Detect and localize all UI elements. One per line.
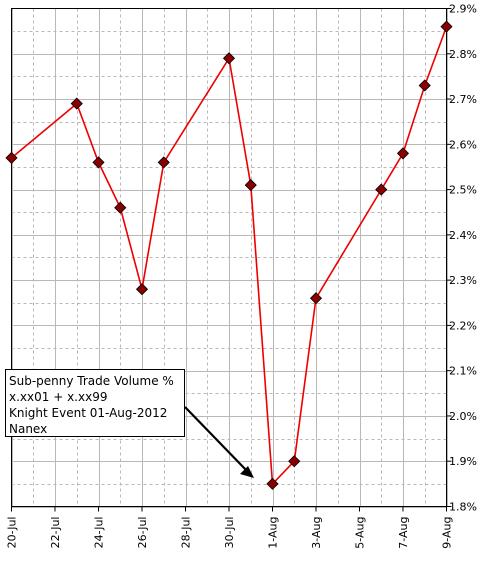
data-point-marker bbox=[266, 477, 279, 490]
y-tick-label: 2.4% bbox=[449, 229, 477, 242]
data-point-marker bbox=[309, 292, 323, 305]
annotation-arrow bbox=[184, 406, 254, 478]
x-tick-label: 5-Aug bbox=[354, 517, 367, 549]
data-point-marker bbox=[375, 183, 388, 196]
y-tick-label: 2.2% bbox=[449, 319, 477, 332]
x-tick-label: 20-Jul bbox=[6, 517, 19, 549]
data-point-marker bbox=[114, 201, 127, 214]
data-point-marker bbox=[418, 79, 431, 92]
data-point-marker bbox=[288, 455, 301, 468]
x-tick-label: 28-Jul bbox=[180, 517, 193, 549]
x-tick-label: 22-Jul bbox=[49, 517, 62, 549]
y-tick-label: 2.7% bbox=[449, 93, 477, 106]
x-tick-label: 7-Aug bbox=[397, 517, 410, 549]
y-tick-label: 2.6% bbox=[449, 138, 477, 151]
data-point-marker bbox=[5, 151, 18, 164]
annotation-line-3: Knight Event 01-Aug-2012 bbox=[9, 406, 168, 420]
x-axis-ticks: 20-Jul 22-Jul 24-Jul 26-Jul 28-Jul 30-Jul 1-Au… bbox=[6, 506, 454, 549]
data-points bbox=[5, 20, 453, 490]
x-tick-label: 30-Jul bbox=[223, 517, 236, 549]
data-point-marker bbox=[135, 283, 149, 296]
y-tick-label: 2.5% bbox=[449, 184, 477, 197]
y-tick-label: 1.8% bbox=[449, 501, 477, 514]
annotation-box: Sub-penny Trade Volume % x.xx01 + x.xx99… bbox=[5, 369, 185, 437]
data-point-marker bbox=[440, 20, 453, 33]
x-tick-label: 24-Jul bbox=[93, 517, 106, 549]
data-point-marker bbox=[396, 147, 410, 160]
annotation-line-4: Nanex bbox=[9, 422, 48, 436]
data-point-marker bbox=[157, 156, 170, 169]
data-point-marker bbox=[244, 178, 257, 192]
x-tick-label: 26-Jul bbox=[136, 517, 149, 549]
x-tick-label: 1-Aug bbox=[267, 517, 280, 549]
y-tick-label: 2.8% bbox=[449, 48, 477, 61]
y-tick-label: 2.1% bbox=[449, 365, 477, 378]
annotation-line-2: x.xx01 + x.xx99 bbox=[9, 390, 108, 404]
y-axis-ticks: 1.8% 1.9% 2.0% 2.1% 2.2% 2.3% 2.4% 2.5% 2.6% 2.7%… bbox=[446, 3, 477, 514]
data-point-marker bbox=[70, 97, 83, 110]
y-tick-label: 2.3% bbox=[449, 274, 477, 287]
x-tick-label: 9-Aug bbox=[441, 517, 454, 549]
data-point-marker bbox=[92, 156, 105, 169]
annotation-line-1: Sub-penny Trade Volume % bbox=[9, 374, 174, 388]
x-tick-label: 3-Aug bbox=[310, 517, 323, 549]
y-tick-label: 2.9% bbox=[449, 3, 477, 16]
y-tick-label: 1.9% bbox=[449, 455, 477, 468]
data-point-marker bbox=[222, 52, 236, 65]
y-tick-label: 2.0% bbox=[449, 410, 477, 423]
